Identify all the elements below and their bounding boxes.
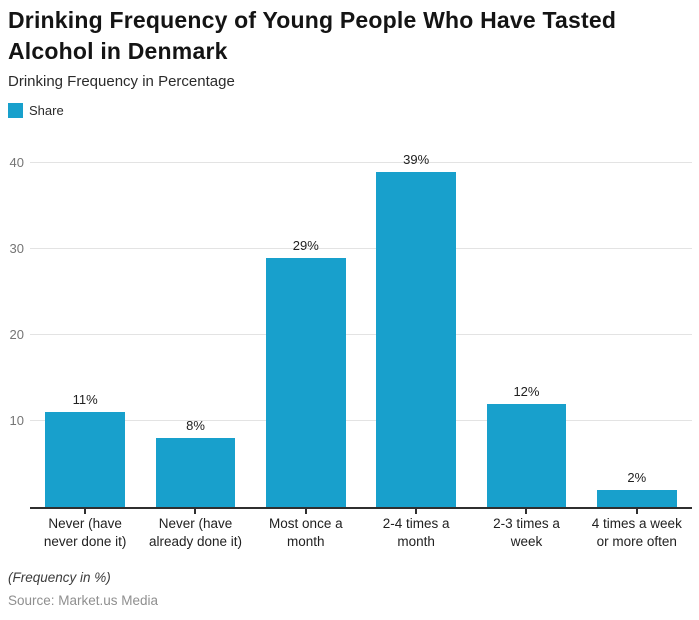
x-axis-tick xyxy=(304,509,307,514)
footer-note: (Frequency in %) xyxy=(8,570,111,585)
x-axis-tick xyxy=(84,509,87,514)
bar-value-label: 29% xyxy=(292,237,319,253)
x-axis-labels: Never (have never done it) Never (have al… xyxy=(30,515,692,551)
x-axis-label: 2-4 times a month xyxy=(382,516,450,549)
x-axis-tick xyxy=(525,509,528,514)
bar xyxy=(376,171,456,507)
bar-slot: 11% xyxy=(30,140,140,514)
x-axis-tick xyxy=(415,509,418,514)
x-axis-label: 4 times a week or more often xyxy=(591,516,682,549)
bar-slot: 39% xyxy=(361,140,471,514)
x-axis-label: Never (have already done it) xyxy=(148,516,243,549)
bars-layer: 11% 8% 29% 39% 12% 2% xyxy=(30,140,692,514)
y-axis-labels: 10 20 30 40 xyxy=(0,140,24,507)
legend-swatch-icon xyxy=(8,103,23,118)
gridline-40 xyxy=(30,162,692,164)
bar-value-label: 8% xyxy=(186,418,205,434)
y-tick-label: 20 xyxy=(9,327,24,343)
x-axis-label: Most once a month xyxy=(269,516,343,549)
bar-slot: 8% xyxy=(140,140,250,514)
bar-value-label: 11% xyxy=(72,392,98,408)
x-axis-label: Never (have never done it) xyxy=(43,516,127,549)
bar xyxy=(266,257,346,507)
gridline-10 xyxy=(30,420,692,422)
bar-slot: 12% xyxy=(471,140,581,514)
y-tick-label: 30 xyxy=(9,241,24,257)
bar-value-label: 39% xyxy=(403,151,430,167)
bar-value-label: 12% xyxy=(513,383,540,399)
y-tick-label: 10 xyxy=(9,413,24,429)
x-axis-tick xyxy=(635,509,638,514)
legend-item-share[interactable]: Share xyxy=(8,103,64,118)
y-tick-label: 40 xyxy=(9,155,24,171)
x-axis-label: 2-3 times a week xyxy=(493,516,560,549)
plot-area: 11% 8% 29% 39% 12% 2% xyxy=(30,140,692,514)
legend-label: Share xyxy=(29,103,64,118)
footer-source: Source: Market.us Media xyxy=(8,593,159,608)
gridline-20 xyxy=(30,334,692,336)
chart-title: Drinking Frequency of Young People Who H… xyxy=(8,7,617,64)
bar xyxy=(45,412,125,507)
bar xyxy=(155,438,236,507)
chart-subtitle: Drinking Frequency in Percentage xyxy=(8,73,235,90)
bar xyxy=(486,403,567,507)
gridline-30 xyxy=(30,248,692,250)
bar xyxy=(597,489,677,507)
bar-slot: 2% xyxy=(582,140,692,514)
bar-value-label: 2% xyxy=(627,469,647,485)
x-axis-tick xyxy=(194,509,197,514)
bar-slot: 29% xyxy=(251,140,361,514)
